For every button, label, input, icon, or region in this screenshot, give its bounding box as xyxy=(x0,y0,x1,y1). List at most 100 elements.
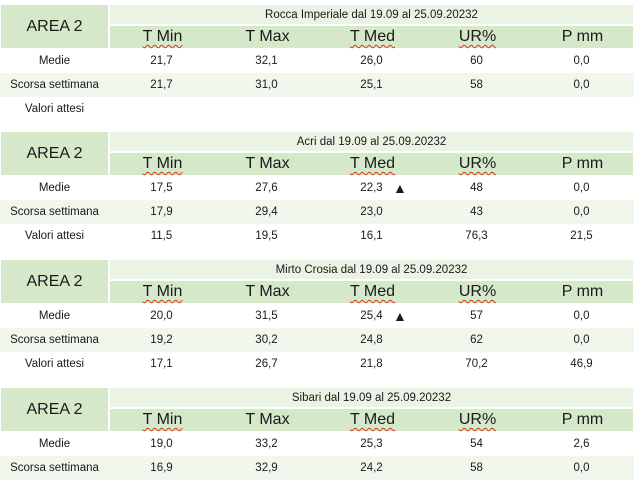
column-header-label: T Max xyxy=(245,283,290,300)
column-header: P mm xyxy=(530,281,634,303)
column-header: T Max xyxy=(215,26,320,48)
row-label: Scorsa settimana xyxy=(10,79,99,91)
column-header: T Min xyxy=(110,281,215,303)
triangle-up-icon: ▲ xyxy=(393,308,407,324)
table-cell: 25,1 xyxy=(360,79,383,91)
column-header-row: T Min T Max T Med UR% P mm xyxy=(109,25,634,49)
column-header-label: T Min xyxy=(142,28,183,45)
table-cell: 17,1 xyxy=(150,358,173,370)
column-header: UR% xyxy=(425,409,530,431)
column-header-label: T Med xyxy=(349,28,396,45)
row-label: Medie xyxy=(38,182,71,194)
table-cell: 17,9 xyxy=(150,206,173,218)
column-header: T Med xyxy=(320,26,425,48)
table-cell: 32,9 xyxy=(255,462,278,474)
table-cell: 23,0 xyxy=(360,206,383,218)
table-cell: 57 xyxy=(470,310,483,322)
column-header-label: T Max xyxy=(245,28,290,45)
table-row: Scorsa settimana 16,9 32,9 24,2 58 0,0 xyxy=(0,456,634,480)
row-label: Valori attesi xyxy=(24,230,85,242)
row-label: Scorsa settimana xyxy=(10,462,99,474)
column-header: P mm xyxy=(530,409,634,431)
table-cell: 25,3 xyxy=(360,438,383,450)
column-header: T Med xyxy=(320,281,425,303)
table-cell: 60 xyxy=(470,55,483,67)
row-label: Scorsa settimana xyxy=(10,206,99,218)
column-header-row: T Min T Max T Med UR% P mm xyxy=(109,408,634,432)
station-title: Mirto Crosia dal 19.09 al 25.09.20232 xyxy=(109,259,634,280)
table-cell: 70,2 xyxy=(465,358,488,370)
table-cell: 33,2 xyxy=(255,438,278,450)
table-row: Medie 20,0 31,5 25,4 57 0,0 ▲ xyxy=(0,304,634,328)
column-header-label: T Min xyxy=(142,283,183,300)
table-row: Scorsa settimana 21,7 31,0 25,1 58 0,0 xyxy=(0,73,634,97)
table-row: Scorsa settimana 17,9 29,4 23,0 43 0,0 xyxy=(0,200,634,224)
column-header: UR% xyxy=(425,153,530,175)
table-row: Scorsa settimana 19,2 30,2 24,8 62 0,0 xyxy=(0,328,634,352)
column-header: P mm xyxy=(530,153,634,175)
table-cell: 31,5 xyxy=(255,310,278,322)
station-title: Sibari dal 19.09 al 25.09.20232 xyxy=(109,387,634,408)
table-cell xyxy=(214,97,319,121)
column-header-label: UR% xyxy=(458,28,497,45)
table-cell: 27,6 xyxy=(255,182,278,194)
column-header-label: P mm xyxy=(561,155,604,172)
table-cell: 0,0 xyxy=(573,206,590,218)
table-cell: 16,1 xyxy=(360,230,383,242)
station-block: AREA 2 Sibari dal 19.09 al 25.09.20232 T M… xyxy=(0,387,634,480)
table-cell: 58 xyxy=(470,462,483,474)
row-label: Valori attesi xyxy=(24,358,85,370)
row-label: Scorsa settimana xyxy=(10,334,99,346)
table-cell: 32,1 xyxy=(255,55,278,67)
table-row: Valori attesi 17,1 26,7 21,8 70,2 46,9 xyxy=(0,352,634,376)
column-header: T Med xyxy=(320,153,425,175)
table-cell: 58 xyxy=(470,79,483,91)
column-header-label: T Max xyxy=(245,155,290,172)
table-cell: 21,5 xyxy=(570,230,593,242)
column-header-row: T Min T Max T Med UR% P mm xyxy=(109,152,634,176)
table-cell xyxy=(529,97,634,121)
row-label: Medie xyxy=(38,310,71,322)
column-header: T Max xyxy=(215,281,320,303)
area-label: AREA 2 xyxy=(0,259,109,304)
row-label: Medie xyxy=(38,438,71,450)
table-cell: 0,0 xyxy=(573,182,590,194)
area-label: AREA 2 xyxy=(0,4,109,49)
column-header-label: T Min xyxy=(142,155,183,172)
table-cell: 54 xyxy=(470,438,483,450)
triangle-up-icon: ▲ xyxy=(393,180,407,196)
table-cell: 19,5 xyxy=(255,230,278,242)
table-cell: 24,8 xyxy=(360,334,383,346)
column-header: P mm xyxy=(530,26,634,48)
table-row: Medie 17,5 27,6 22,3 48 0,0 ▲ xyxy=(0,176,634,200)
column-header: T Min xyxy=(110,153,215,175)
column-header-label: P mm xyxy=(561,28,604,45)
table-cell: 24,2 xyxy=(360,462,383,474)
table-cell: 48 xyxy=(470,182,483,194)
table-cell: 22,3 xyxy=(360,182,383,194)
column-header-label: T Min xyxy=(142,411,183,428)
table-cell: 30,2 xyxy=(255,334,278,346)
table-cell xyxy=(109,97,214,121)
table-cell xyxy=(424,97,529,121)
table-row: Medie 19,0 33,2 25,3 54 2,6 xyxy=(0,432,634,456)
table-cell: 21,8 xyxy=(360,358,383,370)
table-cell: 62 xyxy=(470,334,483,346)
station-title: Rocca Imperiale dal 19.09 al 25.09.20232 xyxy=(109,4,634,25)
station-block: AREA 2 Rocca Imperiale dal 19.09 al 25.09… xyxy=(0,4,634,121)
station-title: Acri dal 19.09 al 25.09.20232 xyxy=(109,131,634,152)
table-cell: 29,4 xyxy=(255,206,278,218)
table-cell: 26,7 xyxy=(255,358,278,370)
table-cell: 25,4 xyxy=(360,310,383,322)
row-label: Valori attesi xyxy=(24,103,85,115)
area-label: AREA 2 xyxy=(0,131,109,176)
column-header-row: T Min T Max T Med UR% P mm xyxy=(109,280,634,304)
column-header-label: T Max xyxy=(245,411,290,428)
table-cell: 17,5 xyxy=(150,182,173,194)
table-cell: 11,5 xyxy=(150,230,173,242)
table-cell: 46,9 xyxy=(570,358,593,370)
column-header: UR% xyxy=(425,281,530,303)
column-header: T Max xyxy=(215,153,320,175)
table-cell: 21,7 xyxy=(150,79,173,91)
